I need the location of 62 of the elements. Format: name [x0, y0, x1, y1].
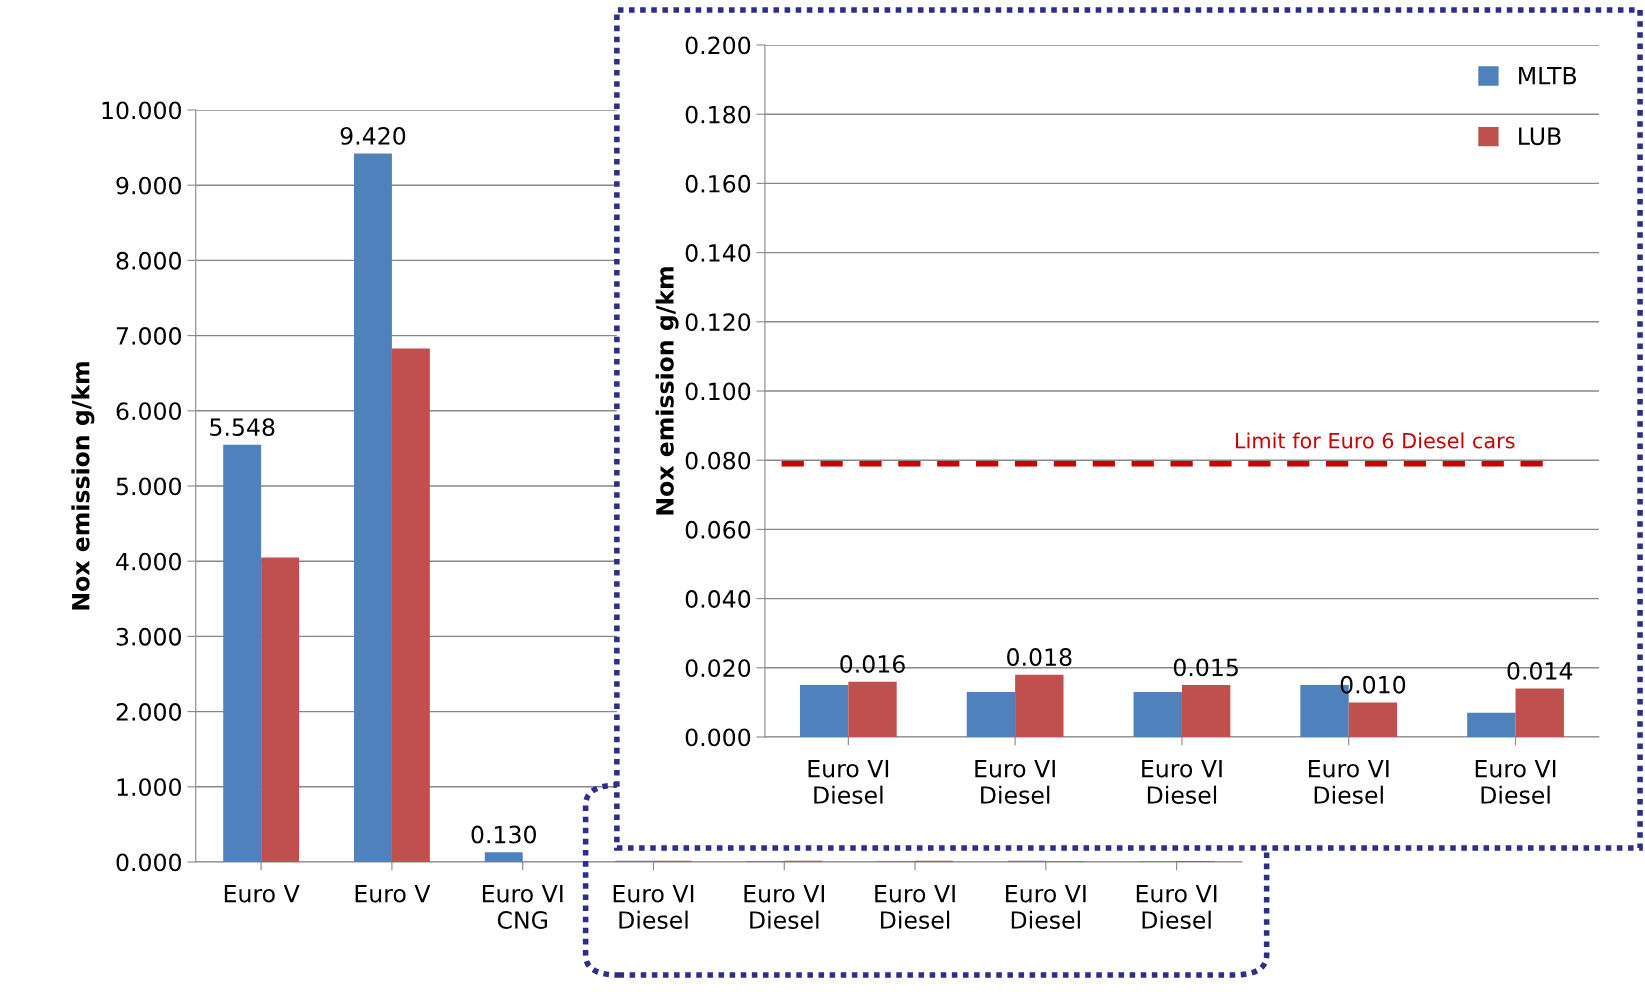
data-label: 0.016: [840, 655, 905, 673]
y-tick-label: 0.140: [685, 244, 751, 262]
x-tick-label: Euro V: [224, 884, 300, 903]
legend-label: MLTB: [1519, 66, 1577, 85]
y-axis-title: Nox emission g/km: [655, 267, 679, 515]
data-label: 0.130: [471, 825, 536, 844]
bar: [223, 444, 262, 862]
y-tick-label: 8.000: [116, 251, 181, 270]
bar: [1181, 685, 1231, 737]
y-tick-label: 7.000: [116, 327, 181, 345]
y-tick-label: 0.040: [685, 590, 751, 608]
bar: [848, 681, 897, 737]
x-tick-label: Euro VI Diesel: [975, 759, 1055, 804]
y-tick-label: 10.000: [102, 101, 181, 120]
y-tick-label: 0.100: [685, 382, 751, 401]
bar: [1133, 692, 1182, 737]
y-tick-label: 9.000: [116, 176, 181, 195]
bar: [799, 685, 849, 737]
y-tick-label: 4.000: [116, 552, 181, 571]
x-tick-label: Euro VI Diesel: [613, 884, 694, 929]
x-tick-label: Euro VI Diesel: [875, 884, 955, 929]
data-label: 5.548: [210, 418, 275, 437]
bar: [1015, 674, 1064, 737]
x-tick-label: Euro VI Diesel: [1142, 759, 1222, 804]
bar: [1348, 702, 1398, 737]
y-tick-label: 5.000: [116, 477, 181, 496]
y-tick-label: 0.160: [685, 174, 751, 193]
x-tick-label: Euro VI Diesel: [1006, 884, 1086, 929]
y-tick-label: 0.200: [685, 36, 751, 55]
y-tick-label: 1.000: [117, 778, 181, 797]
bar: [354, 153, 392, 862]
bar: [1515, 688, 1564, 737]
y-axis-title: Nox emission g/km: [71, 362, 95, 610]
x-tick-label: Euro V: [355, 884, 431, 903]
bar: [966, 692, 1016, 737]
ref-line-label: Limit for Euro 6 Diesel cars: [1235, 432, 1515, 449]
data-label: 0.014: [1507, 661, 1573, 680]
bar: [484, 852, 523, 862]
y-tick-label: 0.060: [685, 520, 751, 539]
y-tick-label: 0.020: [685, 659, 751, 678]
data-label: 0.018: [1007, 648, 1072, 666]
x-tick-label: Euro VI Diesel: [1308, 759, 1389, 804]
x-tick-label: Euro VI Diesel: [744, 884, 824, 929]
x-tick-label: Euro VI Diesel: [1475, 759, 1556, 804]
x-tick-label: Euro VI Diesel: [1136, 884, 1217, 929]
x-tick-label: Euro VI CNG: [482, 884, 563, 929]
bar: [1467, 712, 1516, 737]
y-tick-label: 0.000: [116, 853, 181, 872]
y-tick-label: 0.180: [685, 105, 751, 124]
y-tick-label: 3.000: [116, 627, 181, 646]
data-label: 0.010: [1340, 675, 1406, 694]
x-tick-label: Euro VI Diesel: [808, 759, 889, 804]
bar: [391, 348, 430, 862]
data-label: 9.420: [340, 127, 406, 145]
y-tick-label: 0.080: [685, 451, 751, 470]
y-tick-label: 2.000: [116, 703, 181, 721]
y-tick-label: 0.000: [685, 728, 751, 747]
legend-label: LUB: [1519, 127, 1561, 146]
data-label: 0.015: [1173, 658, 1238, 677]
y-tick-label: 0.120: [685, 313, 751, 332]
y-tick-label: 6.000: [116, 402, 181, 421]
bar: [261, 557, 300, 862]
